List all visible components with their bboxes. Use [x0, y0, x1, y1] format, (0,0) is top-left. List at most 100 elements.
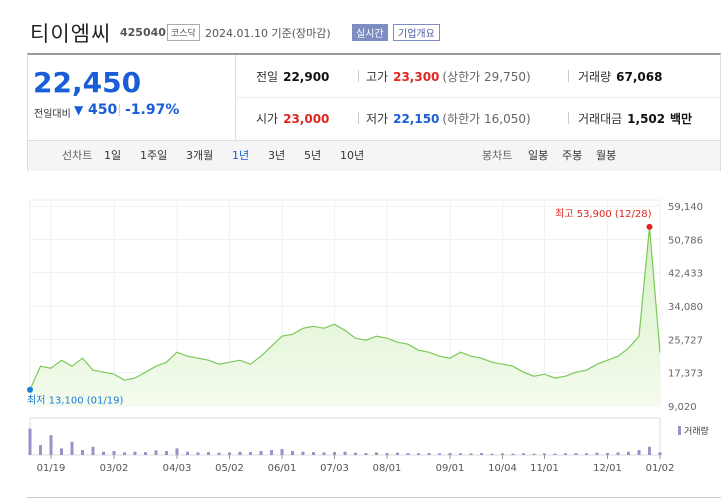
- volume-bar: [438, 453, 441, 455]
- realtime-button[interactable]: 실시간: [352, 24, 388, 41]
- volume-bar: [375, 452, 378, 455]
- label: 저가: [366, 112, 389, 126]
- volume-bar: [448, 453, 452, 455]
- bottom-line: [27, 497, 721, 498]
- tab-group-label: 봉차트: [482, 149, 513, 162]
- period-tab[interactable]: 1년: [232, 149, 250, 162]
- volume-bar: [133, 451, 137, 455]
- quote-cell: 저가 22,150 (하한가 16,050): [366, 110, 531, 127]
- volume-frame: [29, 417, 661, 456]
- candle-tab[interactable]: 일봉: [528, 149, 549, 162]
- note: (상한가 29,750): [442, 70, 531, 84]
- value: 22,150: [393, 112, 440, 126]
- volume-bar: [606, 453, 609, 455]
- volume-bar: [616, 452, 620, 455]
- volume-bar: [175, 448, 179, 455]
- x-tick-label: 11/01: [530, 463, 559, 474]
- high-marker: [646, 223, 653, 230]
- separator: [119, 104, 120, 116]
- x-tick-label: 07/03: [320, 463, 349, 474]
- row-divider: [236, 97, 720, 98]
- price: 22,450: [33, 66, 142, 99]
- value: 22,900: [283, 70, 330, 84]
- volume-bar: [574, 453, 578, 455]
- annotation: 최저 13,100 (01/19): [27, 395, 123, 407]
- y-tick-label: 34,080: [668, 302, 703, 313]
- volume-bar: [186, 451, 189, 455]
- volume-bar: [553, 453, 557, 455]
- change-label: 전일대비: [34, 109, 71, 120]
- volume-legend: 거래량: [684, 425, 709, 437]
- y-tick-label: 42,433: [668, 269, 703, 280]
- x-tick-label: 01/19: [37, 463, 66, 474]
- value: 1,502: [627, 112, 666, 126]
- x-tick-label: 12/01: [593, 463, 622, 474]
- candle-tab[interactable]: 월봉: [596, 149, 617, 162]
- period-tab[interactable]: 3년: [268, 149, 286, 162]
- down-icon: ▼: [74, 103, 84, 117]
- period-tab[interactable]: 1일: [104, 149, 122, 162]
- x-tick-label: 10/04: [488, 463, 517, 474]
- company-info-button[interactable]: 기업개요: [393, 24, 440, 41]
- period-tab[interactable]: 1주일: [140, 149, 168, 162]
- volume-bar: [81, 450, 84, 455]
- x-tick-label: 06/01: [268, 463, 297, 474]
- volume-bar: [144, 452, 147, 455]
- y-tick-label: 25,727: [668, 335, 703, 346]
- period-tab[interactable]: 5년: [304, 149, 322, 162]
- quote-cell: 거래량 67,068: [578, 68, 662, 85]
- quote-cell: 거래대금 1,502 백만: [578, 110, 692, 127]
- price-area: [30, 226, 660, 406]
- quote-cell: 전일 22,900: [256, 68, 329, 85]
- volume-bar: [70, 441, 74, 455]
- period-tab[interactable]: 10년: [340, 149, 365, 162]
- volume-bar: [322, 452, 326, 455]
- label: 거래대금: [578, 112, 623, 126]
- candle-tab[interactable]: 주봉: [562, 149, 583, 162]
- volume-bar: [280, 449, 284, 455]
- volume-bar: [490, 453, 494, 455]
- volume-bar: [60, 448, 63, 455]
- low-marker: [27, 386, 33, 393]
- market-badge: 코스닥: [167, 24, 200, 41]
- volume-bar: [364, 453, 368, 455]
- volume-bar: [291, 451, 294, 455]
- x-tick-label: 03/02: [100, 463, 129, 474]
- volume-bar: [585, 453, 588, 455]
- x-tick-label: 08/01: [373, 463, 402, 474]
- volume-bar: [217, 452, 221, 455]
- volume-bar: [427, 453, 431, 455]
- label: 거래량: [578, 70, 612, 84]
- volume-bar: [228, 452, 231, 455]
- x-tick-label: 01/02: [646, 463, 675, 474]
- volume-bar: [417, 453, 420, 455]
- volume-bar: [459, 453, 462, 455]
- volume-bar: [385, 453, 389, 455]
- separator: [568, 70, 569, 82]
- volume-bar: [259, 451, 263, 455]
- chart: 9,020 17,373 25,727 34,080 42,433 50,786 59,14…: [27, 199, 709, 474]
- volume-bar: [207, 452, 210, 455]
- label: 시가: [256, 112, 279, 126]
- value: 23,300: [393, 70, 440, 84]
- value: 23,000: [283, 112, 330, 126]
- volume-bar: [522, 453, 525, 455]
- volume-bar: [238, 451, 242, 455]
- volume-bar: [396, 452, 399, 455]
- stock-code: 425040: [120, 26, 166, 39]
- x-tick-label: 05/02: [215, 463, 244, 474]
- volume-bar: [543, 453, 546, 455]
- value: 67,068: [616, 70, 663, 84]
- x-tick-label: 09/01: [436, 463, 465, 474]
- period-tab[interactable]: 3개월: [186, 149, 214, 162]
- volume-bar: [637, 450, 641, 455]
- volume-bar: [595, 452, 599, 455]
- volume-bar: [354, 452, 357, 455]
- change: 450: [88, 102, 118, 118]
- quote-cell: 고가 23,300 (상한가 29,750): [366, 68, 531, 85]
- separator: [358, 112, 359, 124]
- volume-bar: [49, 435, 53, 455]
- stock-name: 티이엠씨: [30, 22, 112, 46]
- volume-bar: [28, 428, 32, 455]
- volume-bar: [112, 451, 116, 455]
